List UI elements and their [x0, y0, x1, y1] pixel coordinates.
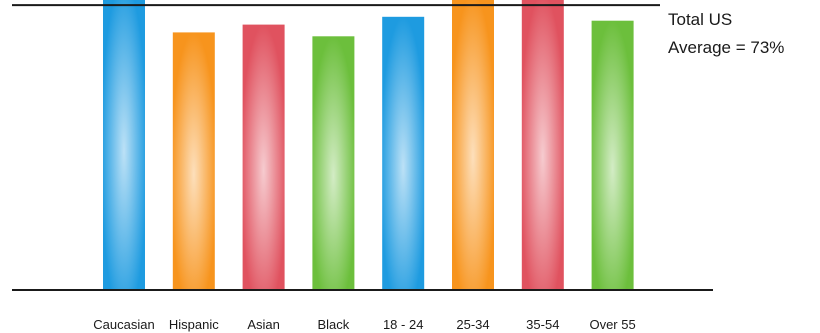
bar-black	[312, 36, 355, 290]
bar-25-34	[452, 0, 494, 291]
bar-35-54	[521, 0, 564, 291]
x-tick-label: Asian	[247, 317, 280, 332]
x-tick-label: Black	[318, 317, 350, 332]
x-tick-label: 25-34	[456, 317, 489, 332]
bar-hispanic	[172, 32, 215, 291]
average-label-line-2: Average = 73%	[668, 38, 784, 57]
x-tick-label: Over 55	[589, 317, 635, 332]
bar-asian	[242, 24, 285, 290]
x-tick-label: Caucasian	[93, 317, 154, 332]
x-tick-labels: Caucasian Hispanic Asian Black 18 - 24 25-34 3…	[93, 317, 635, 332]
bars-group	[103, 0, 634, 291]
bar-18-24	[382, 16, 425, 291]
bar-over-55	[591, 20, 634, 290]
average-label-line-1: Total US	[668, 10, 732, 29]
x-tick-label: 18 - 24	[383, 317, 423, 332]
bar-caucasian	[103, 0, 145, 290]
x-tick-label: 35-54	[526, 317, 559, 332]
x-tick-label: Hispanic	[169, 317, 219, 332]
